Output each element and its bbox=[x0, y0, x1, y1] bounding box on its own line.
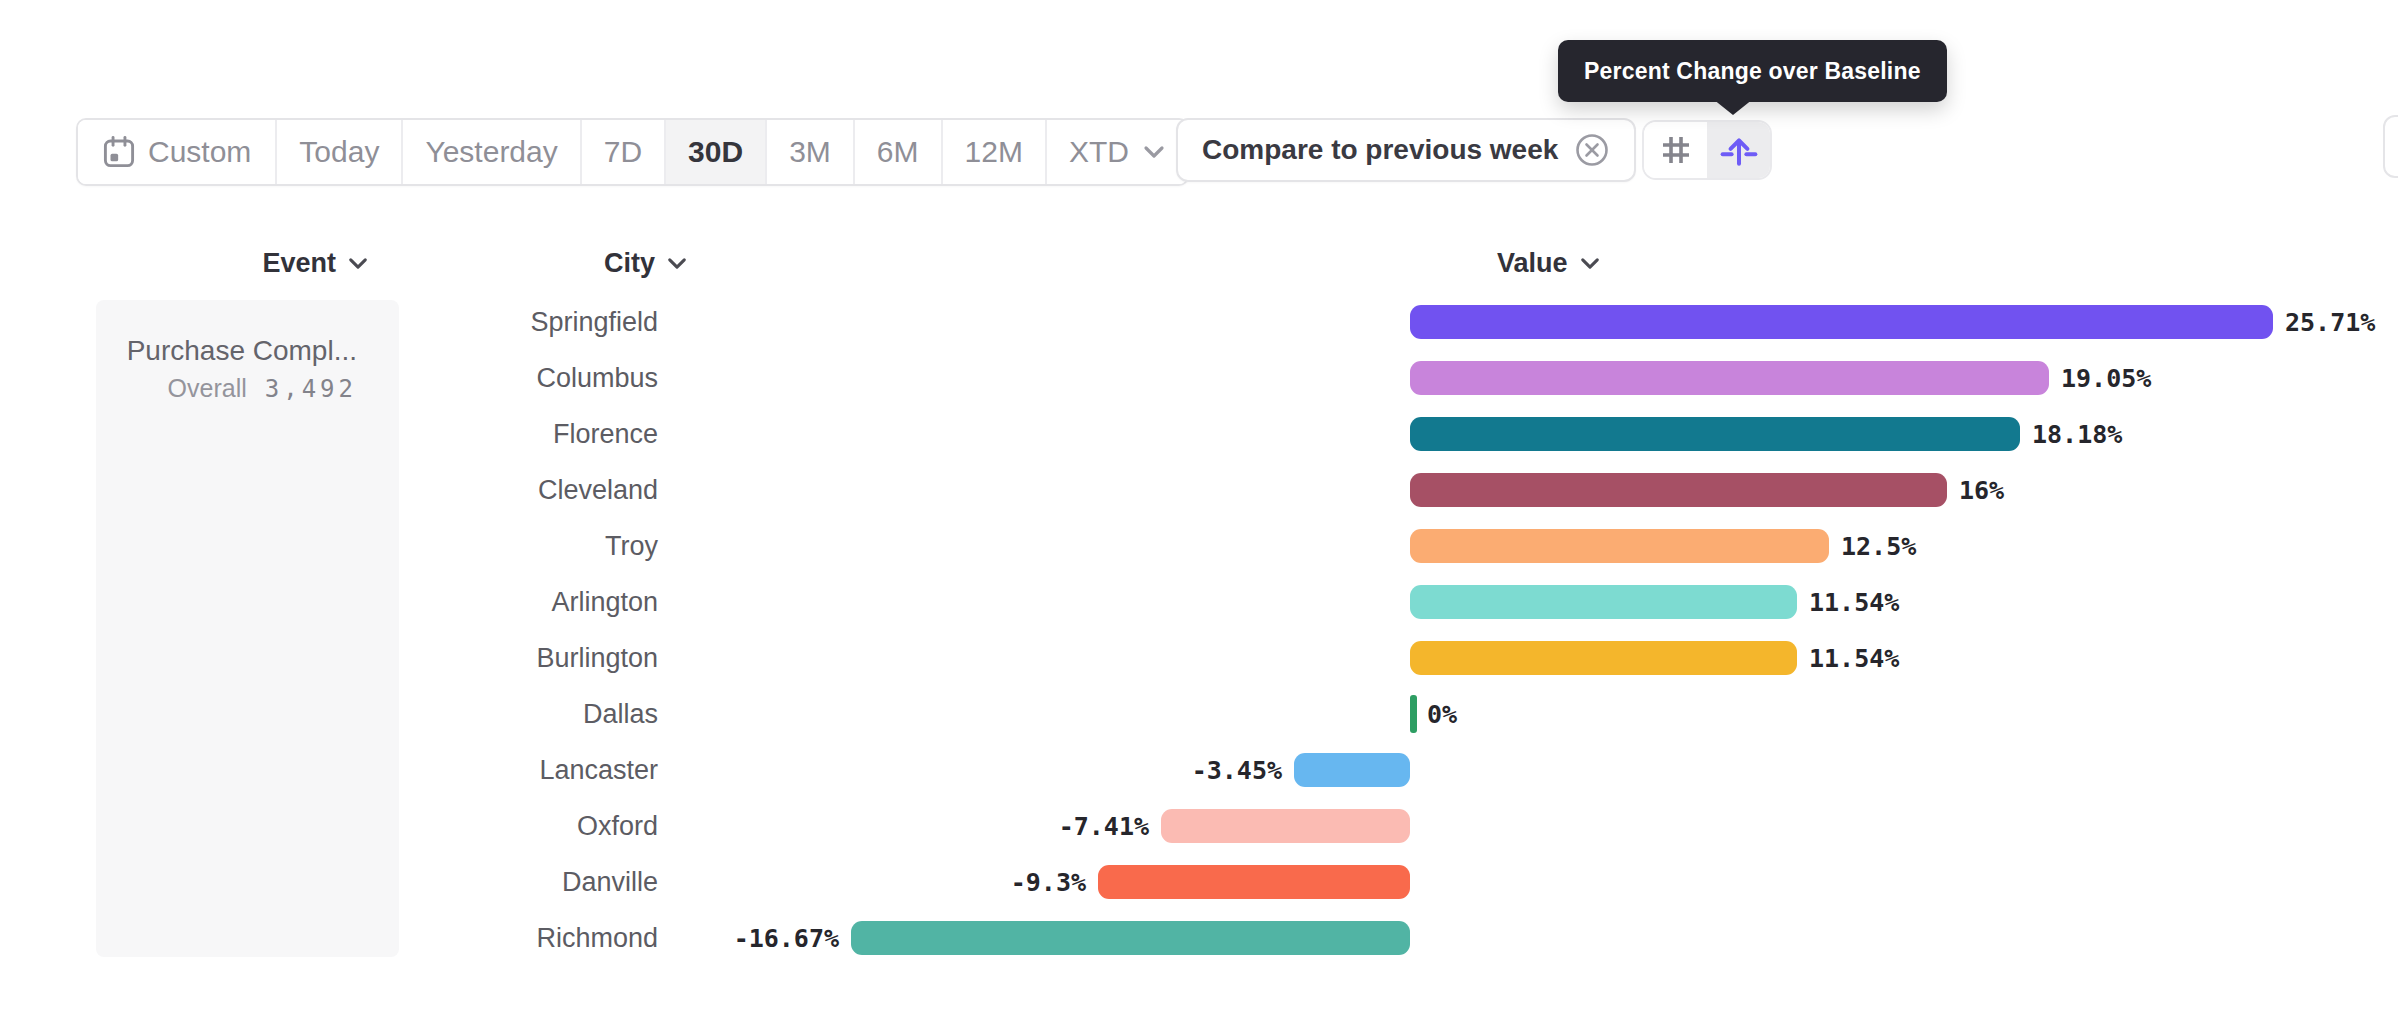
bar-troy[interactable] bbox=[1410, 529, 1829, 563]
analytics-report-view: Percent Change over Baseline Custom Toda… bbox=[0, 0, 2398, 1022]
event-name: Purchase Compl... bbox=[127, 334, 357, 368]
arrow-up-baseline-icon bbox=[1720, 131, 1758, 169]
bar-lancaster[interactable] bbox=[1294, 753, 1410, 787]
date-range-label: 7D bbox=[604, 135, 642, 169]
percent-change-baseline-button[interactable] bbox=[1707, 122, 1770, 178]
chevron-down-icon bbox=[348, 257, 368, 270]
value-label: -3.45% bbox=[1192, 756, 1282, 785]
date-range-label: Custom bbox=[148, 135, 251, 169]
column-header-event-label: Event bbox=[262, 248, 336, 279]
compare-button[interactable]: Compare to previous week bbox=[1176, 118, 1636, 182]
date-range-label: 3M bbox=[789, 135, 831, 169]
city-label: Cleveland bbox=[538, 475, 658, 506]
column-header-value[interactable]: Value bbox=[1497, 247, 1600, 279]
overall-value: 3,492 bbox=[265, 375, 357, 403]
event-panel[interactable]: Purchase Compl... Overall 3,492 bbox=[96, 300, 399, 957]
bar-springfield[interactable] bbox=[1410, 305, 2273, 339]
date-range-label: 12M bbox=[965, 135, 1023, 169]
value-label: -9.3% bbox=[1011, 868, 1086, 897]
value-label: 12.5% bbox=[1841, 532, 1916, 561]
chevron-down-icon bbox=[1143, 145, 1165, 159]
bar-columbus[interactable] bbox=[1410, 361, 2049, 395]
column-header-event[interactable]: Event bbox=[262, 247, 368, 279]
event-panel-content: Purchase Compl... Overall 3,492 bbox=[127, 334, 357, 403]
bar-oxford[interactable] bbox=[1161, 809, 1410, 843]
calendar-icon bbox=[102, 135, 136, 169]
date-range-button[interactable]: Today bbox=[277, 120, 403, 184]
event-overall-row: Overall 3,492 bbox=[127, 374, 357, 403]
value-label: 25.71% bbox=[2285, 308, 2375, 337]
chevron-down-icon bbox=[667, 257, 687, 270]
value-label: -7.41% bbox=[1059, 812, 1149, 841]
city-label: Troy bbox=[605, 531, 658, 562]
date-range-button[interactable]: XTD bbox=[1047, 120, 1187, 184]
city-label: Dallas bbox=[583, 699, 658, 730]
tooltip: Percent Change over Baseline bbox=[1558, 40, 1947, 102]
city-label: Springfield bbox=[530, 307, 658, 338]
date-range-label: 6M bbox=[877, 135, 919, 169]
bar-dallas[interactable] bbox=[1410, 695, 1417, 733]
city-label: Arlington bbox=[551, 587, 658, 618]
value-label: 16% bbox=[1959, 476, 2004, 505]
bar-cleveland[interactable] bbox=[1410, 473, 1947, 507]
tooltip-arrow bbox=[1713, 99, 1753, 115]
bar-danville[interactable] bbox=[1098, 865, 1410, 899]
value-label: 18.18% bbox=[2032, 420, 2122, 449]
hash-icon bbox=[1658, 132, 1694, 168]
column-header-city-label: City bbox=[604, 248, 655, 279]
date-range-button[interactable]: 3M bbox=[767, 120, 855, 184]
city-label: Lancaster bbox=[539, 755, 658, 786]
value-label: 11.54% bbox=[1809, 588, 1899, 617]
chevron-down-icon bbox=[1580, 257, 1600, 270]
value-label: -16.67% bbox=[734, 924, 839, 953]
overflow-button-partial[interactable] bbox=[2383, 115, 2398, 178]
value-label: 19.05% bbox=[2061, 364, 2151, 393]
date-range-button[interactable]: Custom bbox=[78, 120, 277, 184]
city-label: Richmond bbox=[536, 923, 658, 954]
date-range-button[interactable]: Yesterday bbox=[403, 120, 581, 184]
city-label: Danville bbox=[562, 867, 658, 898]
city-label: Florence bbox=[553, 419, 658, 450]
city-label: Columbus bbox=[536, 363, 658, 394]
city-label: Oxford bbox=[577, 811, 658, 842]
value-label: 11.54% bbox=[1809, 644, 1899, 673]
date-range-label: XTD bbox=[1069, 135, 1129, 169]
date-range-button[interactable]: 30D bbox=[666, 120, 767, 184]
bar-arlington[interactable] bbox=[1410, 585, 1797, 619]
overall-label: Overall bbox=[168, 374, 247, 403]
date-range-selector: Custom Today Yesterday 7D 30D 3M bbox=[76, 118, 1189, 186]
date-range-button[interactable]: 7D bbox=[582, 120, 666, 184]
date-range-button[interactable]: 12M bbox=[943, 120, 1047, 184]
tooltip-text: Percent Change over Baseline bbox=[1584, 58, 1921, 85]
date-range-button[interactable]: 6M bbox=[855, 120, 943, 184]
bar-richmond[interactable] bbox=[851, 921, 1410, 955]
date-range-label: Today bbox=[299, 135, 379, 169]
column-header-value-label: Value bbox=[1497, 248, 1568, 279]
value-label: 0% bbox=[1427, 700, 1457, 729]
compare-label: Compare to previous week bbox=[1202, 134, 1558, 166]
bar-burlington[interactable] bbox=[1410, 641, 1797, 675]
bar-florence[interactable] bbox=[1410, 417, 2020, 451]
chart-value-toggle bbox=[1642, 120, 1772, 180]
date-range-label: 30D bbox=[688, 135, 743, 169]
x-circle-icon[interactable] bbox=[1574, 132, 1610, 168]
city-label: Burlington bbox=[536, 643, 658, 674]
absolute-values-button[interactable] bbox=[1644, 122, 1707, 178]
column-header-city[interactable]: City bbox=[604, 247, 687, 279]
date-range-label: Yesterday bbox=[425, 135, 557, 169]
